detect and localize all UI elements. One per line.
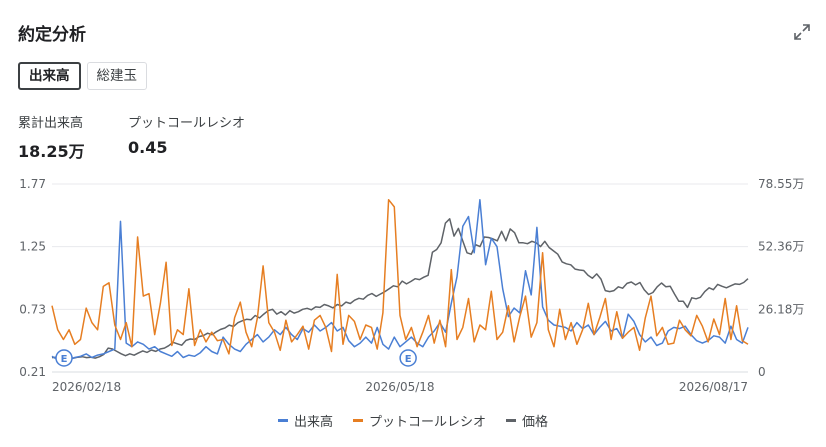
y-tick-left: 1.25 bbox=[19, 240, 46, 254]
y-tick-right: 52.36万 bbox=[758, 240, 804, 254]
cumulative-volume-metric: 累計出来高 18.25万 bbox=[18, 112, 85, 162]
legend-swatch-price bbox=[506, 419, 516, 422]
y-tick-right: 78.55万 bbox=[758, 177, 804, 191]
tab-volume[interactable]: 出来高 bbox=[18, 62, 81, 90]
legend-label-pcr: プットコールレシオ bbox=[368, 415, 486, 430]
y-tick-right: 26.18万 bbox=[758, 302, 804, 316]
volume-line bbox=[51, 198, 749, 361]
y-tick-left: 0.73 bbox=[19, 302, 46, 316]
expand-icon[interactable] bbox=[792, 22, 812, 42]
chart-legend: 出来高 プットコールレシオ 価格 bbox=[0, 411, 826, 430]
legend-swatch-pcr bbox=[352, 419, 363, 422]
legend-label-price: 価格 bbox=[522, 415, 549, 430]
y-tick-left: 0.21 bbox=[19, 365, 46, 379]
put-call-ratio-metric: プットコールレシオ 0.45 bbox=[128, 112, 245, 157]
x-tick: 2026/02/18 bbox=[52, 380, 121, 394]
legend-label-volume: 出来高 bbox=[293, 415, 333, 430]
cumulative-volume-value: 18.25万 bbox=[18, 142, 85, 161]
y-tick-right: 0 bbox=[758, 365, 766, 379]
tab-open-interest[interactable]: 総建玉 bbox=[86, 62, 147, 90]
event-marker-label: E bbox=[61, 354, 68, 365]
event-marker[interactable]: E bbox=[55, 349, 73, 367]
cumulative-volume-label: 累計出来高 bbox=[18, 116, 84, 131]
card-title: 約定分析 bbox=[18, 25, 86, 45]
put-call-ratio-line bbox=[51, 198, 749, 355]
legend-item-price[interactable]: 価格 bbox=[506, 411, 548, 430]
legend-item-pcr[interactable]: プットコールレシオ bbox=[352, 411, 486, 430]
x-tick: 2026/05/18 bbox=[365, 380, 434, 394]
price-line bbox=[51, 218, 749, 359]
put-call-ratio-value: 0.45 bbox=[128, 138, 168, 157]
event-marker[interactable]: E bbox=[399, 349, 417, 367]
put-call-ratio-label: プットコールレシオ bbox=[128, 116, 246, 131]
event-marker-label: E bbox=[405, 354, 412, 365]
y-tick-left: 1.77 bbox=[19, 177, 46, 191]
event-marker-circle bbox=[399, 349, 417, 367]
x-tick: 2026/08/17 bbox=[679, 380, 748, 394]
analysis-chart: 1.77 78.55万 1.25 52.36万 0.73 26.18万 0.21 0 2026/… bbox=[19, 177, 804, 394]
legend-item-volume[interactable]: 出来高 bbox=[277, 411, 333, 430]
view-tabs: 出来高 総建玉 bbox=[18, 62, 147, 90]
legend-swatch-volume bbox=[277, 419, 288, 422]
event-marker-circle bbox=[55, 349, 73, 367]
